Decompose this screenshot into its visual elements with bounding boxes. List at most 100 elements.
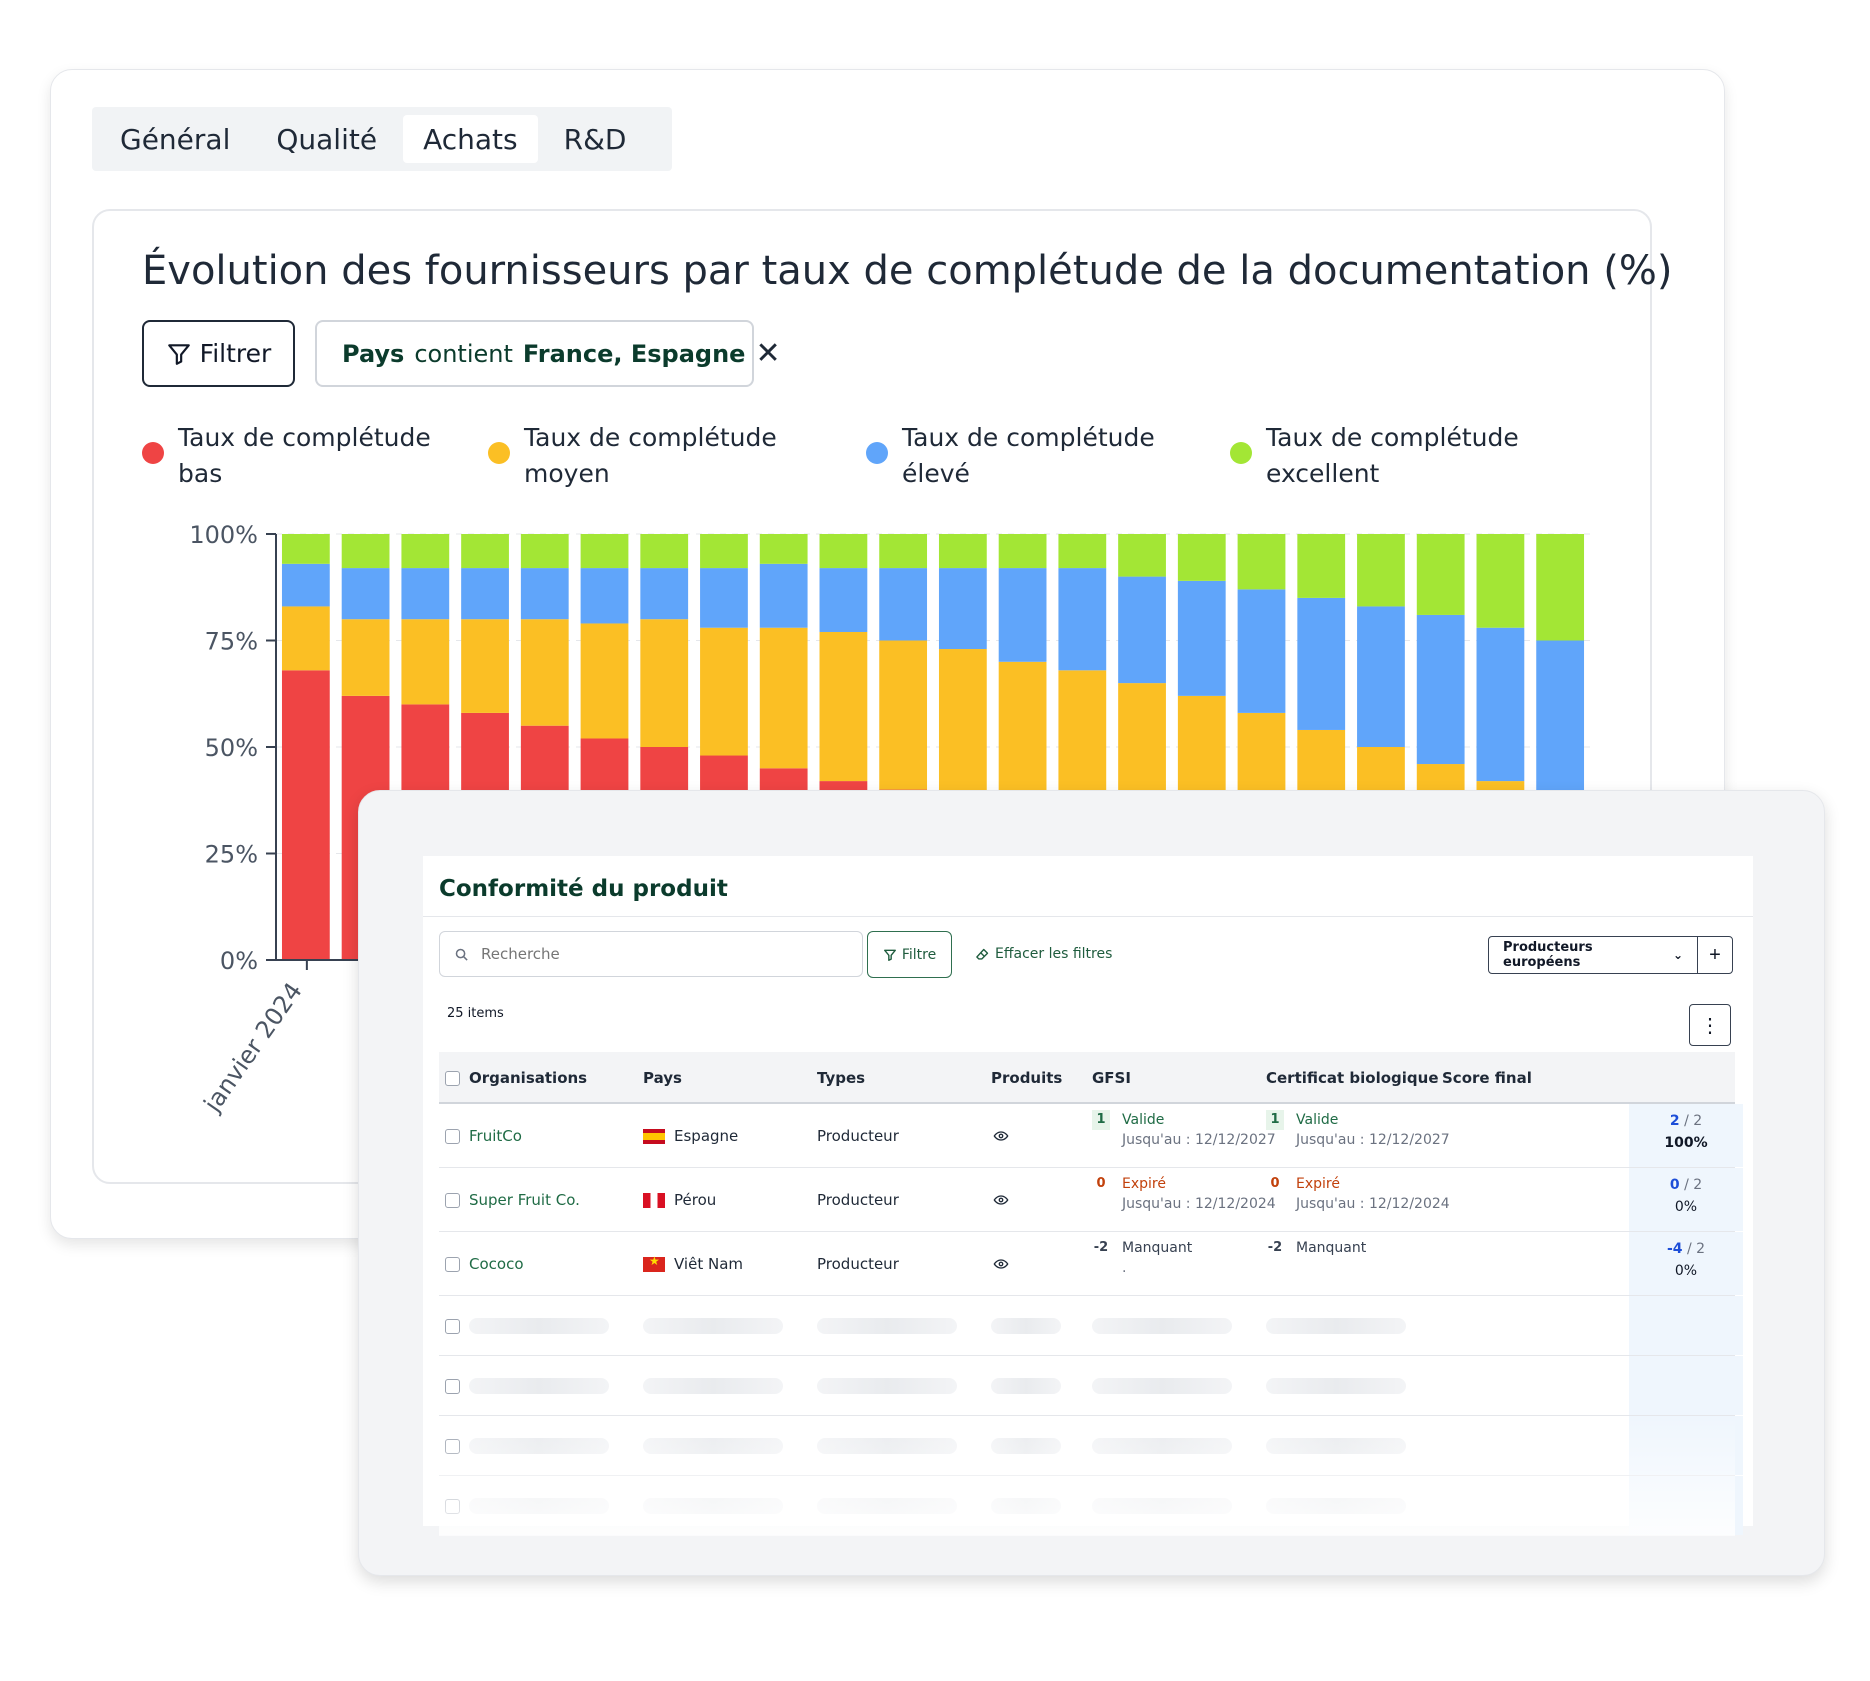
skeleton-bar [469, 1498, 609, 1514]
eye-icon[interactable] [993, 1256, 1009, 1272]
bar-segment-3-4 [401, 534, 450, 569]
bar-segment-2-3 [341, 568, 390, 620]
skeleton-row [439, 1416, 1743, 1476]
items-count: 25 items [447, 1006, 504, 1021]
bar-segment-8-3 [700, 568, 748, 628]
row-checkbox[interactable] [445, 1438, 460, 1454]
table-row[interactable]: Cococo Viêt Nam Producteur -2 Manquant. -2 Man… [439, 1232, 1743, 1296]
row-checkbox[interactable] [445, 1378, 460, 1394]
row-checkbox[interactable] [445, 1498, 460, 1514]
final-score: 2 / 2 100% [1629, 1110, 1743, 1154]
bio-status: 1 Valide Jusqu'au : 12/12/2027 [1266, 1110, 1450, 1150]
bar-segment-19-4 [1357, 534, 1405, 607]
type-cell: Producteur [817, 1191, 899, 1209]
products-cell [993, 1168, 1009, 1232]
bar-segment-21-3 [1476, 627, 1525, 782]
gfsi-count: -2 [1093, 1240, 1109, 1255]
bar-segment-6-4 [580, 534, 629, 569]
conformity-title: Conformité du produit [439, 876, 728, 902]
organisation-link[interactable]: FruitCo [469, 1127, 522, 1145]
x-tick-label: janvier 2024 [198, 977, 308, 1117]
score-total: / 2 [1684, 1177, 1703, 1193]
tab-general[interactable]: Général [120, 122, 231, 156]
legend-item-bas: Taux de complétude bas [142, 420, 438, 492]
active-filter-chip[interactable]: Pays contient France, Espagne ✕ [315, 320, 781, 387]
bio-status: -2 Manquant [1266, 1238, 1366, 1258]
clear-filters-label: Effacer les filtres [995, 946, 1113, 962]
tab-rd[interactable]: R&D [563, 122, 627, 156]
add-segment-button[interactable]: + [1697, 936, 1733, 974]
column-header-types[interactable]: Types [817, 1069, 866, 1087]
column-header-organisations[interactable]: Organisations [469, 1069, 588, 1087]
tab-qualite[interactable]: Qualité [276, 122, 378, 156]
score-percent: 0% [1674, 1263, 1698, 1279]
bar-segment-13-3 [998, 568, 1047, 662]
bar-segment-10-4 [819, 534, 868, 569]
row-checkbox[interactable] [445, 1318, 460, 1334]
eye-icon[interactable] [993, 1128, 1009, 1144]
segment-select[interactable]: Producteurs européens ⌄ [1488, 936, 1698, 974]
skeleton-bar [1266, 1438, 1406, 1454]
bar-segment-1-3 [281, 563, 330, 607]
funnel-icon [167, 343, 190, 365]
gfsi-count: 0 [1096, 1176, 1106, 1191]
column-header-produits[interactable]: Produits [991, 1069, 1063, 1087]
bio-label: Manquant [1296, 1240, 1367, 1256]
bio-label: Valide [1296, 1112, 1339, 1128]
bar-segment-9-4 [759, 534, 808, 564]
table-row[interactable]: Super Fruit Co. Pérou Producteur 0 Expiré Jus… [439, 1168, 1743, 1232]
filter-button[interactable]: Filtrer [142, 320, 295, 387]
table-body: FruitCo Espagne Producteur 1 Valide Jusqu'au … [439, 1104, 1743, 1536]
more-options-button[interactable]: ⋮ [1689, 1004, 1731, 1046]
filter-value: France, Espagne [522, 339, 746, 368]
bar-segment-21-4 [1476, 534, 1525, 628]
score-column-bg [1629, 1104, 1743, 1167]
row-checkbox[interactable] [445, 1128, 460, 1144]
column-header-pays[interactable]: Pays [643, 1069, 682, 1087]
conformity-panel: Conformité du produit Filtre Effacer les… [423, 856, 1753, 1536]
bar-segment-1-2 [281, 606, 330, 671]
tab-achats[interactable]: Achats [403, 115, 538, 163]
filter-field: Pays [342, 339, 405, 368]
bar-segment-16-4 [1177, 534, 1226, 581]
close-icon[interactable]: ✕ [755, 335, 781, 371]
bar-segment-10-2 [819, 631, 868, 782]
table-row[interactable]: FruitCo Espagne Producteur 1 Valide Jusqu'au … [439, 1104, 1743, 1168]
organisation-link[interactable]: Super Fruit Co. [469, 1191, 580, 1209]
legend-label: Taux de complétude [902, 423, 1155, 452]
eye-icon[interactable] [993, 1192, 1009, 1208]
bar-segment-22-3 [1536, 640, 1585, 799]
bar-segment-20-4 [1416, 534, 1465, 615]
bar-segment-15-4 [1118, 534, 1166, 577]
organisation-link[interactable]: Cococo [469, 1255, 524, 1273]
score-value: -4 [1666, 1241, 1683, 1257]
select-all-checkbox[interactable] [445, 1070, 460, 1086]
bio-count: 0 [1270, 1176, 1280, 1191]
row-checkbox[interactable] [445, 1256, 460, 1272]
bio-status: 0 Expiré Jusqu'au : 12/12/2024 [1266, 1174, 1449, 1214]
flag-vn-icon [643, 1254, 665, 1272]
score-value: 2 [1669, 1113, 1680, 1129]
column-header-certificat[interactable]: Certificat biologique [1266, 1069, 1439, 1087]
column-header-score[interactable]: Score final [1442, 1069, 1532, 1087]
bar-segment-2-2 [341, 619, 390, 696]
country-name: Viêt Nam [674, 1255, 744, 1273]
bar-segment-4-3 [461, 568, 509, 620]
funnel-icon [883, 949, 896, 961]
skeleton-bar [1092, 1438, 1232, 1454]
legend-dot-green [1230, 442, 1252, 464]
legend-label: Taux de complétude [1266, 423, 1519, 452]
search-field[interactable] [439, 931, 863, 977]
bar-segment-1-4 [281, 534, 330, 564]
skeleton-bar [991, 1438, 1061, 1454]
row-checkbox[interactable] [445, 1192, 460, 1208]
bio-label: Expiré [1296, 1176, 1340, 1192]
country-cell: Viêt Nam [643, 1232, 743, 1296]
search-input[interactable] [479, 944, 839, 964]
clear-filters-button[interactable]: Effacer les filtres [975, 941, 1112, 967]
column-header-gfsi[interactable]: GFSI [1092, 1069, 1131, 1087]
divider [423, 916, 1753, 917]
bar-segment-12-3 [938, 568, 987, 650]
table-filter-button[interactable]: Filtre [867, 931, 952, 978]
skeleton-bar [469, 1378, 609, 1394]
